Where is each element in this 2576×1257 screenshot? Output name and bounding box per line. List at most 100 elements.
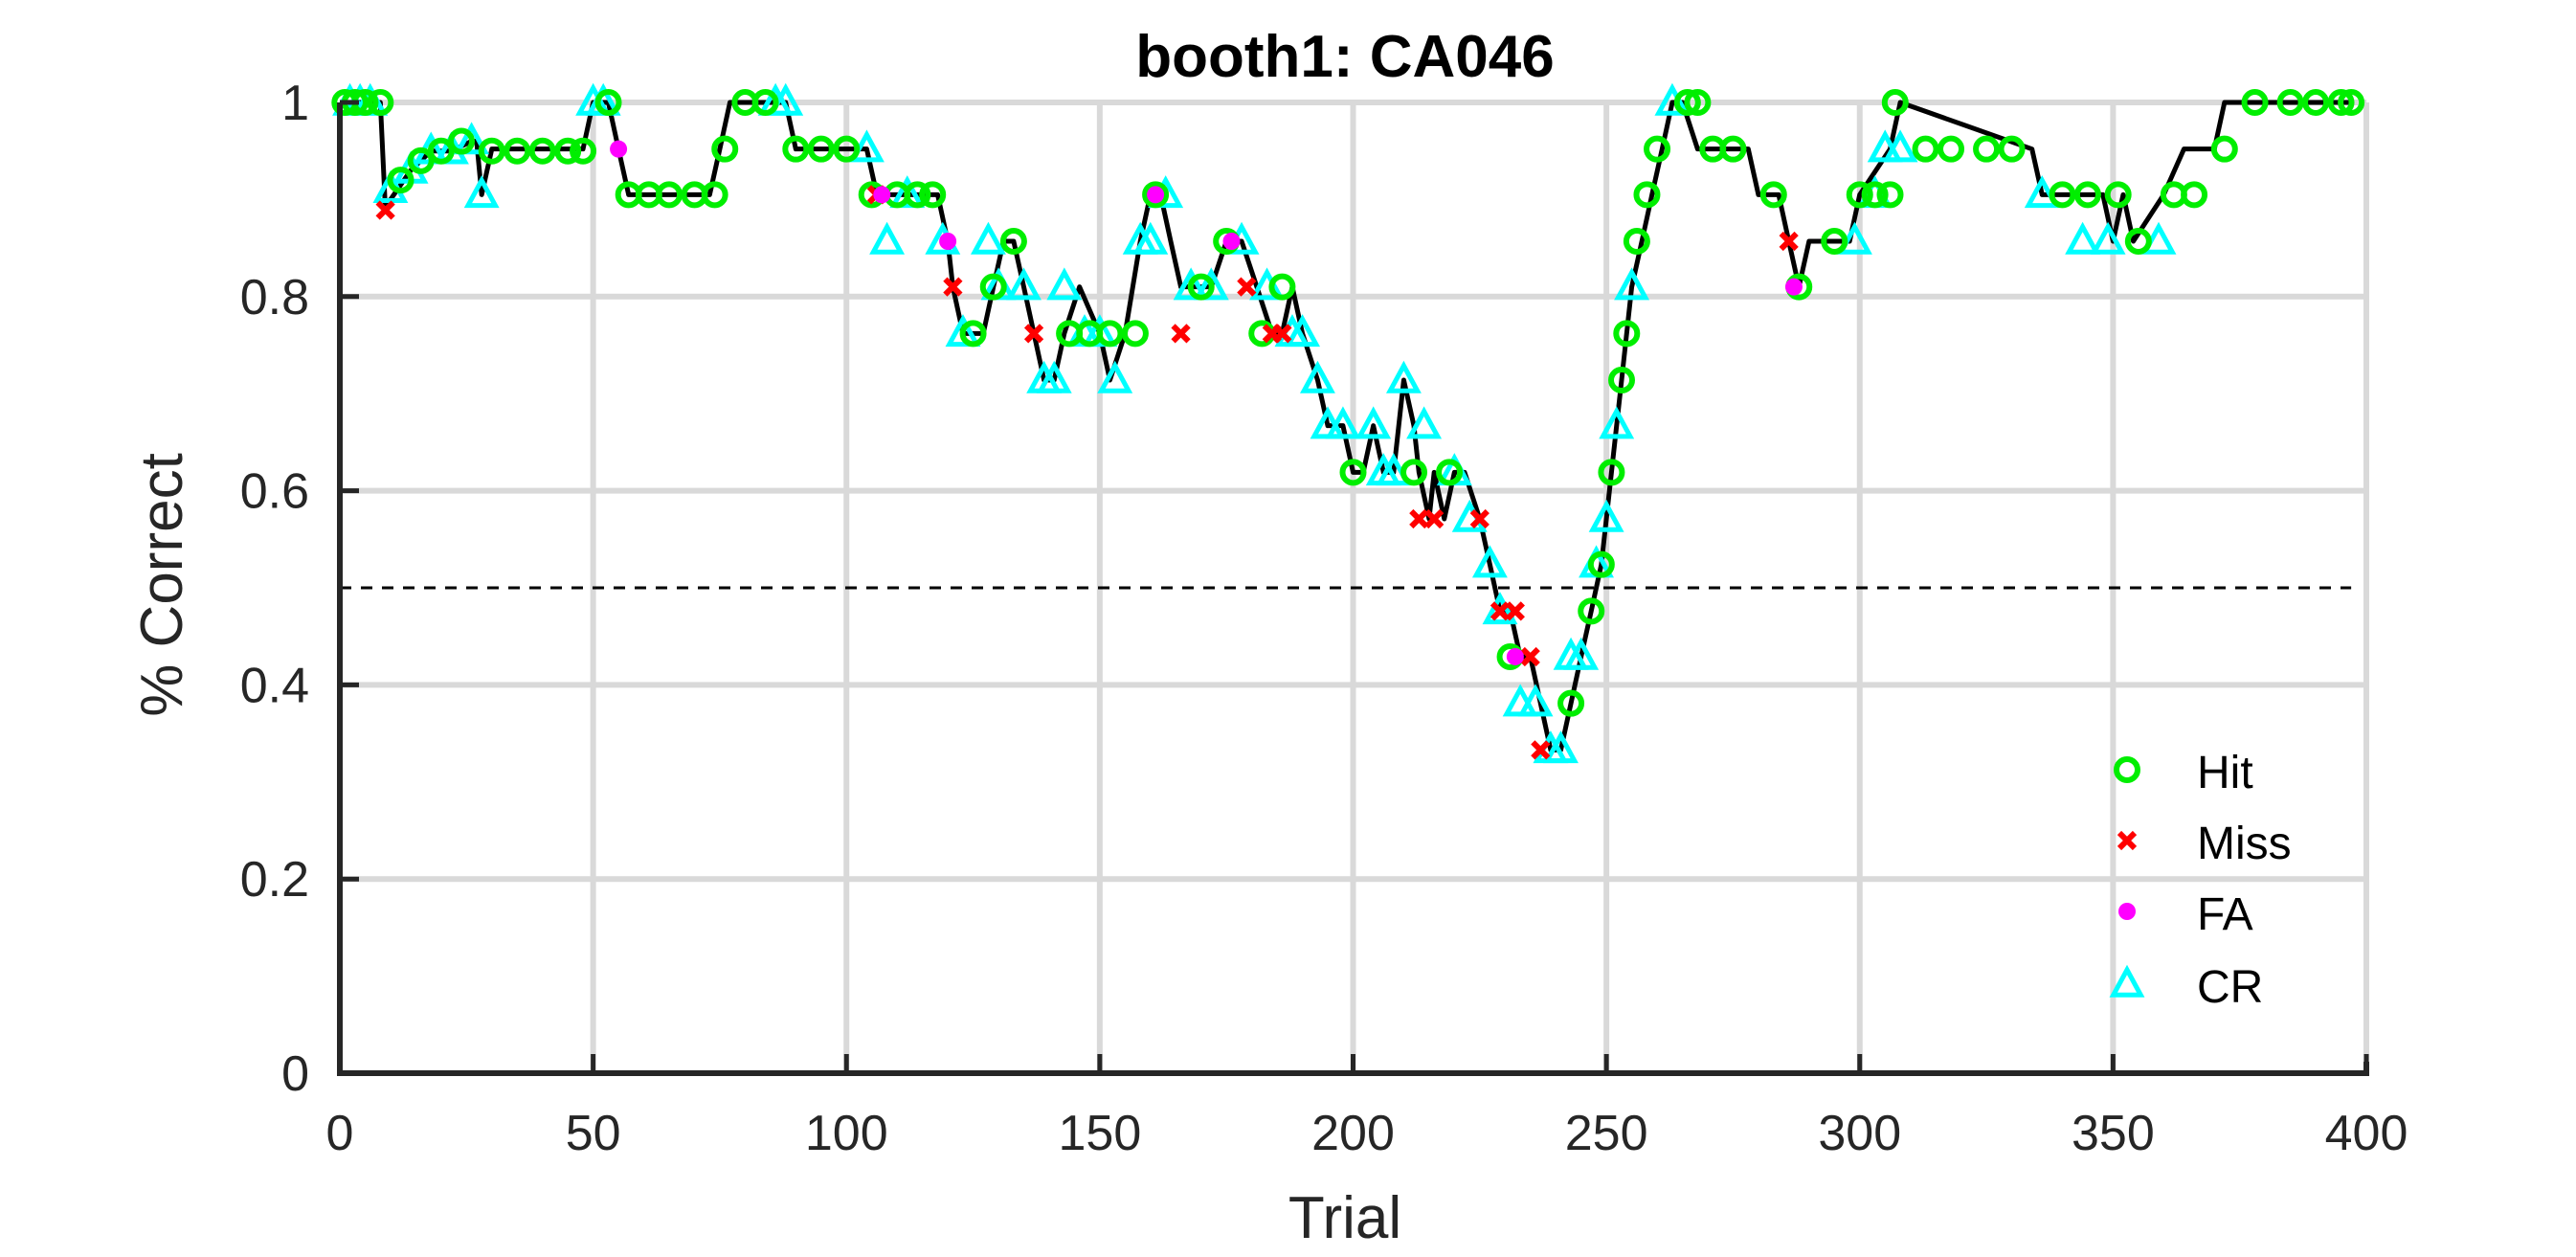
hit-marker — [904, 181, 931, 209]
hit-marker — [711, 135, 739, 163]
tick-labels: 0 50 100 150 200 250 300 350 400 0 0.2 0.4 0.6 0.8 1 — [240, 76, 2408, 1161]
hit-marker — [367, 89, 394, 116]
hit-marker — [504, 137, 531, 165]
hit-marker — [1938, 135, 1965, 163]
hit-marker — [1912, 135, 1939, 163]
y-tick-label: 0.2 — [240, 852, 309, 908]
hit-marker — [1557, 689, 1585, 717]
hit-marker — [1268, 273, 1296, 301]
hit-marker — [1339, 459, 1367, 486]
y-axis-label: % Correct — [129, 453, 195, 717]
cr-marker — [1006, 267, 1042, 301]
axes — [337, 100, 2369, 1076]
cr-marker — [2065, 221, 2101, 255]
hit-marker — [1623, 228, 1650, 256]
legend-cr-marker — [2109, 964, 2145, 998]
hit-marker — [2241, 89, 2269, 116]
legend-miss-marker — [2117, 830, 2138, 851]
x-tick-label: 100 — [805, 1106, 888, 1161]
hit-marker — [594, 89, 622, 116]
miss-marker — [1490, 601, 1511, 621]
hit-marker — [1142, 181, 1170, 209]
cr-marker — [2090, 221, 2126, 255]
hit-marker — [1436, 459, 1464, 486]
legend-miss-label: Miss — [2197, 819, 2292, 869]
x-tick-label: 250 — [1565, 1106, 1648, 1161]
hit-marker — [2338, 89, 2365, 116]
legend-fa-marker — [2118, 903, 2136, 920]
fa-marker — [939, 233, 957, 251]
hit-marker — [782, 135, 810, 163]
y-tick-label: 0.6 — [240, 464, 309, 520]
x-tick-label: 200 — [1311, 1106, 1395, 1161]
cr-marker — [945, 314, 981, 348]
markers-group — [331, 82, 2365, 764]
fa-marker — [1147, 186, 1165, 204]
hit-marker — [387, 167, 414, 194]
hit-marker — [1998, 135, 2026, 163]
cr-marker — [2024, 175, 2060, 209]
cr-marker — [463, 175, 500, 209]
fa-marker — [1506, 647, 1524, 665]
miss-marker — [1409, 508, 1429, 529]
hit-marker — [1400, 459, 1428, 486]
miss-marker — [375, 200, 395, 220]
hit-marker — [1644, 135, 1671, 163]
cr-marker — [1543, 730, 1579, 764]
cr-marker — [454, 122, 490, 155]
cr-marker — [1325, 406, 1361, 439]
miss-marker — [1237, 277, 1257, 297]
cr-marker — [1406, 406, 1443, 439]
hit-marker — [554, 137, 582, 165]
cr-marker — [1614, 267, 1650, 301]
legend: Hit Miss FA CR — [2109, 748, 2292, 1013]
hit-marker — [959, 320, 987, 348]
hit-marker — [919, 181, 947, 209]
hit-marker — [701, 181, 728, 209]
hit-marker — [2302, 89, 2330, 116]
hit-marker — [2104, 181, 2132, 209]
cr-marker — [1300, 360, 1335, 393]
x-tick-label: 300 — [1818, 1106, 1901, 1161]
x-tick-label: 150 — [1058, 1106, 1141, 1161]
cr-marker — [1285, 314, 1321, 348]
hit-marker — [1578, 597, 1605, 625]
y-tick-label: 0 — [281, 1046, 309, 1102]
cr-marker — [1355, 406, 1392, 439]
hit-marker — [2276, 89, 2304, 116]
miss-marker — [1520, 646, 1540, 667]
hit-marker — [528, 137, 556, 165]
cr-marker — [1599, 406, 1635, 439]
hit-marker — [448, 127, 476, 155]
cr-marker — [2140, 221, 2177, 255]
cr-marker — [869, 221, 906, 255]
cr-marker — [1588, 499, 1624, 532]
miss-marker — [1505, 601, 1525, 621]
y-tick-label: 0.8 — [240, 270, 309, 325]
cr-marker — [768, 82, 804, 116]
legend-fa-label: FA — [2197, 889, 2253, 940]
cr-marker — [1482, 592, 1518, 625]
hit-marker — [751, 89, 779, 116]
miss-marker — [1424, 508, 1445, 529]
x-tick-label: 50 — [566, 1106, 621, 1161]
miss-marker — [943, 277, 963, 297]
hit-marker — [1719, 135, 1747, 163]
miss-marker — [1023, 324, 1044, 344]
hit-marker — [656, 181, 683, 209]
hit-marker — [1587, 550, 1615, 578]
hit-marker — [570, 137, 597, 165]
hit-marker — [1759, 181, 1787, 209]
chart-title: booth1: CA046 — [1135, 24, 1554, 90]
miss-marker — [1272, 324, 1292, 344]
hit-marker — [1598, 459, 1625, 486]
hit-marker — [1684, 89, 1712, 116]
x-axis-label: Trial — [1288, 1185, 1401, 1251]
y-tick-label: 1 — [281, 76, 309, 131]
hit-marker — [407, 146, 435, 174]
hit-marker — [1096, 320, 1124, 348]
cr-marker — [1082, 314, 1118, 348]
fa-marker — [1784, 278, 1803, 296]
hit-marker — [478, 137, 505, 165]
